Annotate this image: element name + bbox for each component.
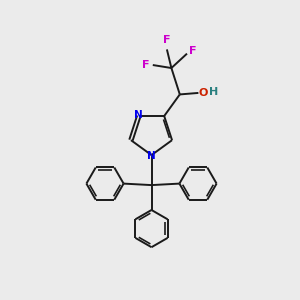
Text: F: F	[142, 60, 150, 70]
Text: F: F	[189, 46, 197, 56]
Text: O: O	[199, 88, 208, 98]
Text: H: H	[208, 87, 218, 97]
Text: N: N	[147, 151, 156, 161]
Text: N: N	[134, 110, 142, 120]
Text: F: F	[163, 35, 170, 45]
